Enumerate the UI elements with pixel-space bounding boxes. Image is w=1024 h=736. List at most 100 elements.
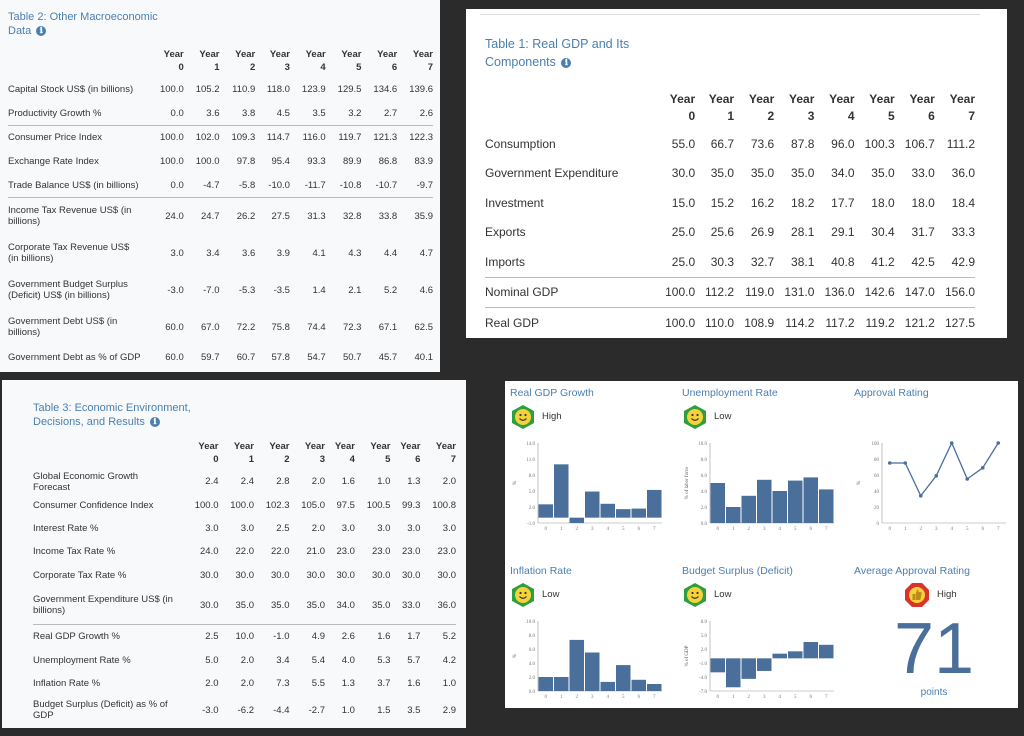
x-tick-label: 7 <box>653 527 656 532</box>
cell-value: 134.6 <box>373 84 398 96</box>
cell-value: 109.3 <box>219 125 256 150</box>
table2-title-line1: Table 2: Other Macroeconomic <box>8 11 158 23</box>
cell-value: 3.0 <box>205 522 219 534</box>
cell-value: 2.1 <box>348 284 362 296</box>
cell-value: -2.7 <box>308 704 325 716</box>
cell-value: 97.5 <box>336 499 355 511</box>
year-word: Year <box>949 92 975 106</box>
cell-value: 99.3 <box>401 499 421 511</box>
cell-value: 30.0 <box>671 166 696 181</box>
header-blank <box>8 48 148 78</box>
cell-value: 35.9 <box>397 196 433 235</box>
cell-value: 131.0 <box>774 276 815 308</box>
cell-value: 2.0 <box>442 476 456 488</box>
cell-value: 66.7 <box>710 136 735 151</box>
cell-value: 147.0 <box>894 276 935 308</box>
cell-value: 119.2 <box>854 307 895 338</box>
x-tick-label: 0 <box>545 695 548 700</box>
bar <box>631 679 646 691</box>
cell-value: 1.7 <box>390 623 421 649</box>
cell-value: 30.0 <box>271 569 290 581</box>
bar <box>554 464 569 518</box>
row-label: Imports <box>485 254 526 269</box>
y-tick-label: 8.0 <box>701 620 708 625</box>
bar <box>600 503 615 518</box>
cell-value: 114.7 <box>255 125 290 150</box>
year-word: Year <box>435 441 456 452</box>
x-tick-label: 1 <box>732 695 735 700</box>
y-tick-label: -4.0 <box>699 676 707 681</box>
cell-value: 4.9 <box>289 623 325 649</box>
year-header: Year 1 <box>219 440 254 470</box>
x-tick-label: 2 <box>920 527 923 532</box>
y-tick-label: 4.0 <box>529 662 536 667</box>
table1-title: Table 1: Real GDP and Its Components ℹ <box>485 35 629 71</box>
info-icon[interactable]: ℹ <box>36 26 47 37</box>
row-label: Trade Balance US$ (in billions) <box>8 179 139 191</box>
year-word: Year <box>400 441 421 452</box>
year-number: 1 <box>214 62 220 73</box>
cell-value: 33.3 <box>951 225 975 240</box>
cell-value: 32.8 <box>325 196 362 235</box>
y-axis-label: % of GDP <box>685 645 690 666</box>
x-tick-label: 3 <box>935 527 938 532</box>
cell-value: 105.2 <box>195 84 220 96</box>
cell-value: 35.0 <box>271 599 290 611</box>
x-tick-label: 5 <box>966 527 969 532</box>
cell-value: 83.9 <box>414 156 434 168</box>
cell-value: 41.2 <box>871 254 895 269</box>
data-point <box>980 466 985 470</box>
cell-value: 3.7 <box>377 677 391 689</box>
cell-value: 30.0 <box>336 569 355 581</box>
x-tick-label: 7 <box>825 695 828 700</box>
x-tick-label: 1 <box>560 527 563 532</box>
cell-value: 35.0 <box>710 166 735 181</box>
cell-value: 123.9 <box>301 84 326 96</box>
bar <box>772 653 787 659</box>
table3-title-line1: Table 3: Economic Environment, <box>33 402 191 414</box>
info-icon[interactable]: ℹ <box>149 417 160 428</box>
y-tick-label: 40 <box>874 490 880 495</box>
top-divider <box>480 14 980 15</box>
row-label: Unemployment Rate % <box>33 654 131 666</box>
table-row: Corporate Tax Rate % 30.0 30.0 30.0 30.0 30.0… <box>33 564 456 587</box>
year-number: 1 <box>248 454 254 465</box>
bar <box>741 658 756 679</box>
y-tick-label: 100 <box>872 442 880 447</box>
bar <box>741 495 756 523</box>
bar <box>772 491 787 523</box>
row-label: Government Debt US$ (in billions) <box>8 316 118 339</box>
bar <box>600 681 615 691</box>
x-tick-label: 6 <box>638 527 641 532</box>
info-icon[interactable]: ℹ <box>561 57 572 68</box>
year-word: Year <box>789 92 815 106</box>
x-tick-label: 7 <box>825 527 828 532</box>
table1-title-line2: Components <box>485 55 556 69</box>
real-gdp-status: High <box>542 411 562 422</box>
cell-value: 100.5 <box>366 499 391 511</box>
cell-value: 100.0 <box>194 499 219 511</box>
x-tick-label: 4 <box>779 695 782 700</box>
table2: Year 0 Year 1 Year 2 Year 3 Year 4 Year 5 Year 6 Year 7… <box>8 48 433 370</box>
row-label: Exports <box>485 225 526 240</box>
year-header: Year 4 <box>325 440 355 470</box>
cell-value: 33.8 <box>361 196 398 235</box>
year-word: Year <box>869 92 895 106</box>
cell-value: 3.9 <box>276 247 290 259</box>
x-tick-label: 1 <box>560 695 563 700</box>
cell-value: 97.8 <box>236 156 256 168</box>
year-number: 4 <box>847 109 855 123</box>
table1-title-line1: Table 1: Real GDP and Its <box>485 37 630 51</box>
year-word: Year <box>829 92 855 106</box>
year-word: Year <box>269 49 290 60</box>
dashboard-panel: Real GDP Growth High % -1.0 2.0 5.0 8.0 11.0 1… <box>505 381 1018 708</box>
year-number: 0 <box>178 62 184 73</box>
budget-status: Low <box>714 589 732 600</box>
x-tick-label: 5 <box>622 695 625 700</box>
budget-card: Budget Surplus (Deficit) Low % of GDP -7.… <box>682 565 842 705</box>
cell-value: 156.0 <box>934 276 975 308</box>
year-number: 6 <box>928 109 935 123</box>
cell-value: 33.0 <box>911 166 935 181</box>
unemployment-title: Unemployment Rate <box>682 387 778 399</box>
year-word: Year <box>370 441 391 452</box>
